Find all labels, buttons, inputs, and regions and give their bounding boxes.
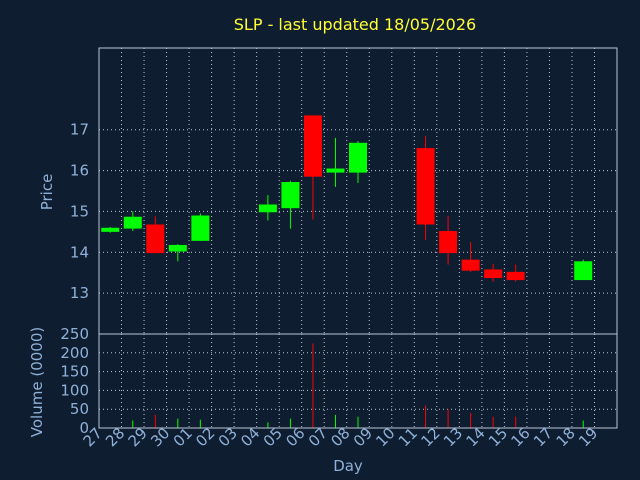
candle-body bbox=[439, 231, 458, 254]
candle-body bbox=[484, 269, 503, 279]
chart-title: SLP - last updated 18/05/2026 bbox=[234, 15, 476, 34]
price-tick-label: 17 bbox=[70, 121, 89, 139]
price-frame bbox=[98, 47, 618, 335]
candle-body bbox=[326, 168, 345, 173]
candle-body bbox=[168, 244, 187, 252]
candle-body bbox=[303, 115, 322, 177]
candle-body bbox=[281, 182, 300, 209]
price-panel: 13 14 15 16 17 bbox=[70, 47, 618, 335]
volume-tick-label: 50 bbox=[70, 400, 89, 418]
volume-tick-label: 150 bbox=[60, 363, 89, 381]
volume-tick-label: 250 bbox=[60, 325, 89, 343]
candle-body bbox=[416, 148, 435, 225]
candle-body bbox=[191, 215, 210, 241]
x-axis: 2728293001020304050607080910111213141516… bbox=[80, 424, 602, 450]
volume-tick-label: 200 bbox=[60, 344, 89, 362]
candle-body bbox=[101, 227, 120, 232]
price-tick-label: 14 bbox=[70, 243, 89, 261]
volume-axis-label: Volume (0000) bbox=[28, 327, 46, 437]
volume-frame bbox=[98, 333, 618, 429]
price-tick-label: 15 bbox=[70, 202, 89, 220]
price-tick-label: 13 bbox=[70, 284, 89, 302]
candle-body bbox=[123, 216, 142, 229]
candle-body bbox=[461, 259, 480, 271]
volume-tick-label: 100 bbox=[60, 381, 89, 399]
candle-body bbox=[574, 261, 593, 281]
price-tick-label: 16 bbox=[70, 162, 89, 180]
candle-body bbox=[258, 204, 277, 213]
candle-body bbox=[146, 224, 165, 254]
price-axis-label: Price bbox=[38, 174, 56, 211]
candle-body bbox=[349, 142, 367, 173]
volume-tick-label: 0 bbox=[79, 419, 89, 437]
x-axis-label: Day bbox=[333, 457, 363, 475]
candle-body bbox=[506, 271, 525, 281]
